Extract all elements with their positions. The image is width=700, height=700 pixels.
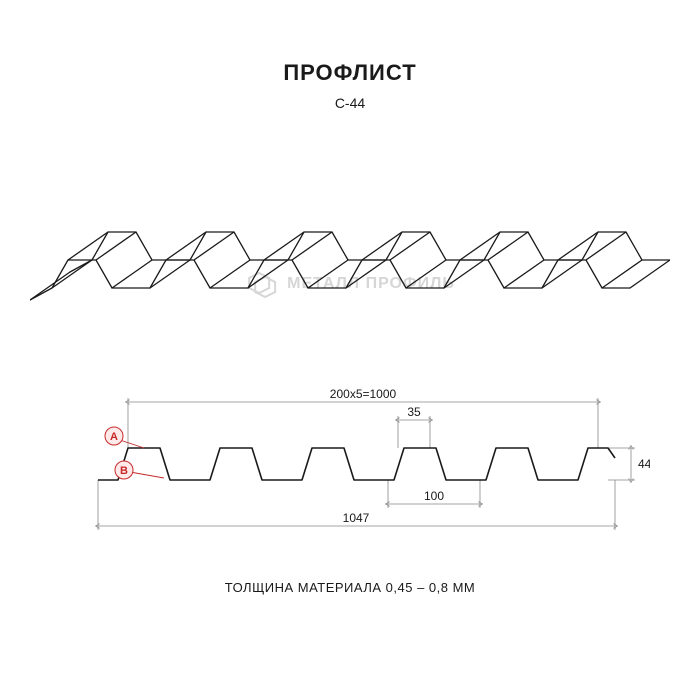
page-subtitle: С-44 [0,95,700,111]
dim-right-height: 44 [638,457,650,471]
dim-top-span: 200x5=1000 [330,387,397,401]
profile-3d-view [30,180,670,320]
dim-bottom-total: 1047 [343,511,370,525]
profile-cross-section: 200x5=1000 35 100 1047 44 A B [60,380,650,550]
dim-top-small: 35 [407,405,421,419]
material-thickness-note: ТОЛЩИНА МАТЕРИАЛА 0,45 – 0,8 ММ [0,580,700,595]
page-title: ПРОФЛИСТ [0,60,700,86]
marker-a: A [110,431,118,443]
dim-bottom-small: 100 [424,489,444,503]
marker-b: B [120,465,128,477]
